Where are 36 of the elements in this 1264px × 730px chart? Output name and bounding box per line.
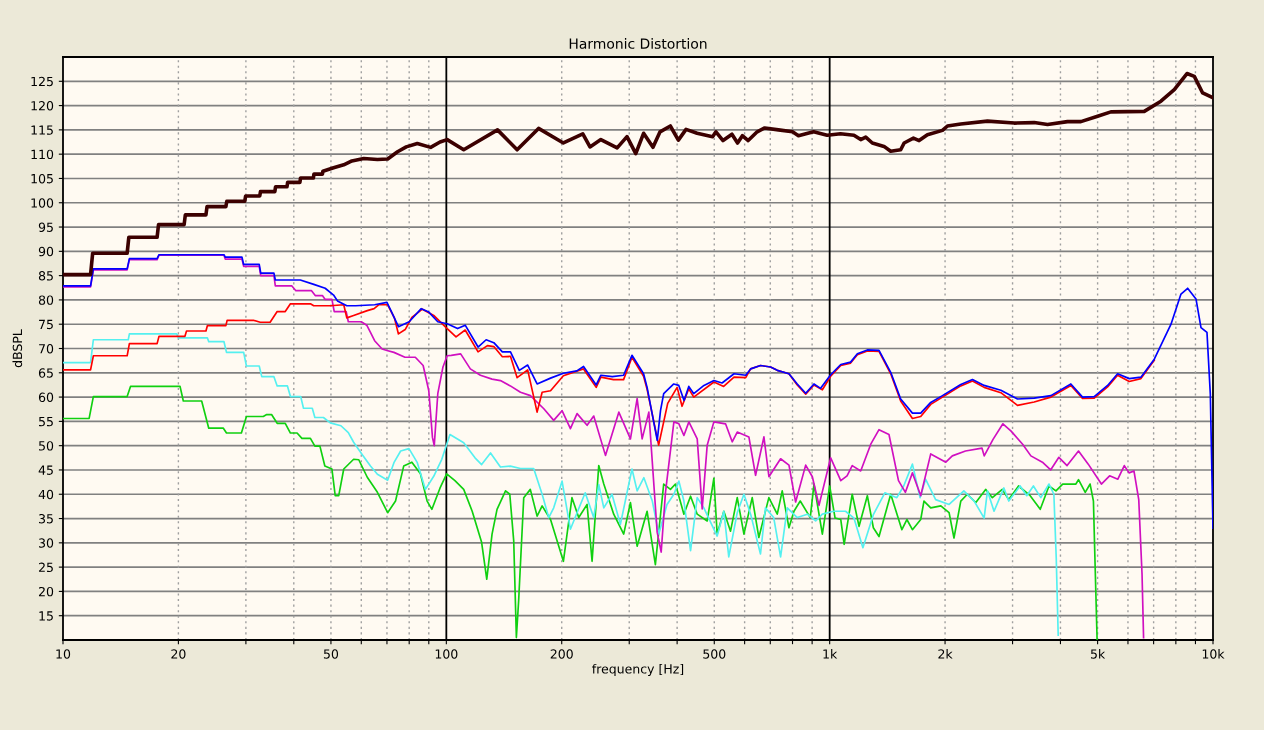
x-tick-label: 10k [1202, 649, 1225, 659]
x-axis-title: frequency [Hz] [592, 663, 684, 676]
y-tick-label: 55 [39, 417, 53, 427]
y-tick-label: 15 [39, 611, 53, 621]
y-tick-label: 65 [38, 368, 53, 378]
x-tick-label: 10 [56, 649, 71, 659]
y-tick-label: 125 [31, 76, 53, 87]
y-tick-label: 120 [31, 101, 54, 111]
x-tick-label: 200 [550, 649, 573, 659]
y-tick-label: 25 [38, 562, 53, 573]
y-tick-label: 45 [38, 465, 53, 475]
x-tick-label: 1k [823, 649, 838, 659]
y-tick-label: 75 [39, 319, 53, 330]
x-tick-label: 2k [938, 649, 953, 659]
y-tick-label: 95 [38, 222, 53, 232]
y-tick-label: 90 [38, 246, 54, 257]
y-tick-label: 60 [38, 392, 54, 403]
y-tick-label: 30 [39, 538, 54, 548]
x-tick-label: 5k [1090, 649, 1106, 659]
y-tick-label: 20 [38, 586, 54, 597]
y-tick-label: 105 [31, 173, 53, 184]
x-tick-label: 100 [435, 649, 458, 659]
y-tick-label: 100 [31, 198, 54, 208]
y-tick-label: 50 [39, 441, 54, 451]
y-tick-label: 115 [31, 125, 53, 135]
y-axis-title: dBSPL [12, 329, 23, 368]
y-tick-label: 110 [31, 149, 54, 160]
y-tick-label: 85 [38, 271, 53, 281]
y-tick-label: 80 [38, 295, 54, 305]
x-tick-label: 500 [703, 649, 726, 659]
y-tick-label: 70 [39, 343, 54, 354]
x-tick-label: 20 [171, 649, 186, 659]
chart-title: Harmonic Distortion [569, 38, 707, 49]
y-tick-label: 35 [39, 514, 53, 524]
x-tick-label: 50 [323, 649, 339, 659]
y-tick-label: 40 [38, 489, 54, 500]
